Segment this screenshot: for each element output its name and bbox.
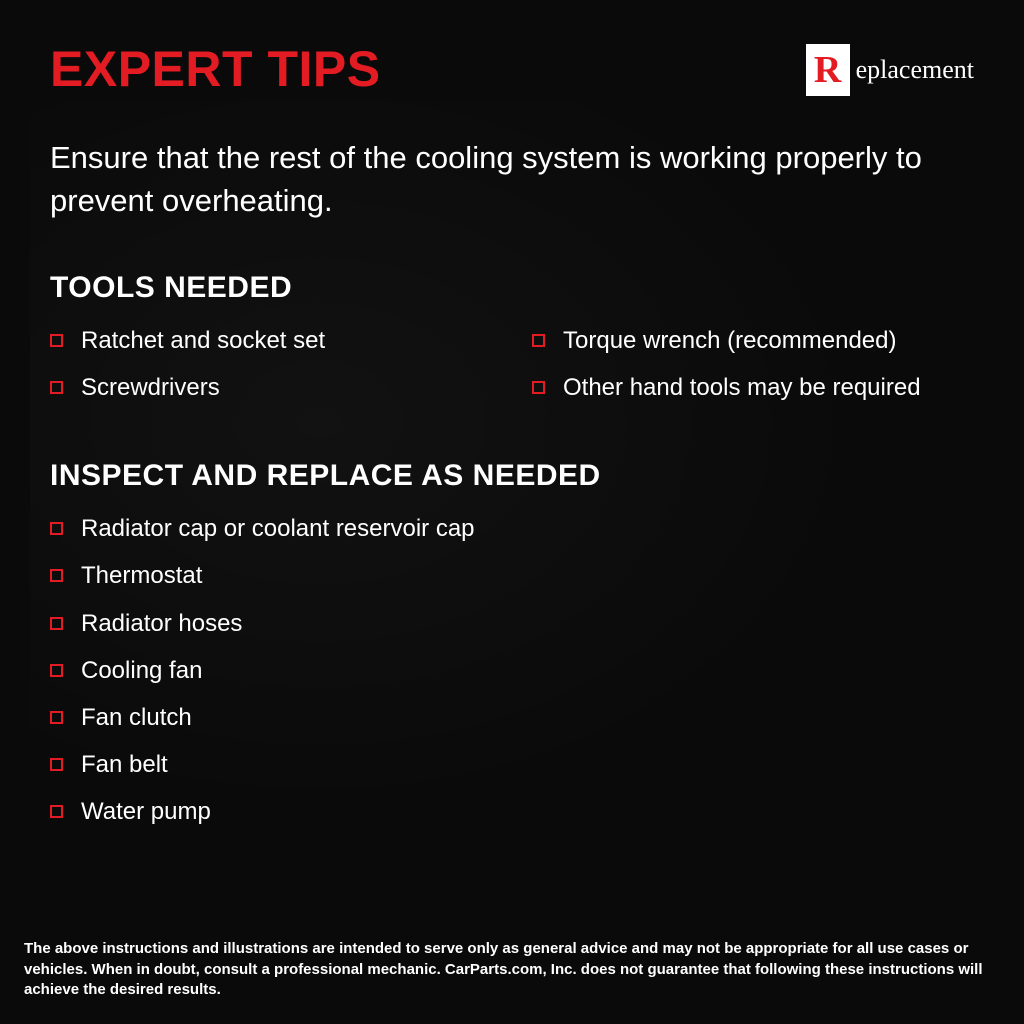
content-wrapper: EXPERT TIPS R eplacement Ensure that the… [0, 0, 1024, 1024]
page-title: EXPERT TIPS [50, 40, 381, 98]
inspect-heading: INSPECT AND REPLACE AS NEEDED [50, 459, 974, 493]
list-item: Water pump [50, 796, 974, 827]
list-item-label: Radiator cap or coolant reservoir cap [81, 513, 475, 544]
list-item: Torque wrench (recommended) [532, 325, 974, 356]
square-bullet-icon [50, 664, 63, 677]
list-item-label: Torque wrench (recommended) [563, 325, 896, 356]
disclaimer-text: The above instructions and illustrations… [24, 939, 1000, 1000]
square-bullet-icon [50, 711, 63, 724]
list-item: Fan belt [50, 749, 974, 780]
list-item: Screwdrivers [50, 372, 492, 403]
list-item-label: Fan belt [81, 749, 168, 780]
tools-col-2: Torque wrench (recommended) Other hand t… [532, 325, 974, 419]
tools-heading: TOOLS NEEDED [50, 271, 974, 305]
list-item: Fan clutch [50, 702, 974, 733]
list-item-label: Other hand tools may be required [563, 372, 921, 403]
list-item: Radiator cap or coolant reservoir cap [50, 513, 974, 544]
header-row: EXPERT TIPS R eplacement [50, 40, 974, 98]
inspect-list: Radiator cap or coolant reservoir cap Th… [50, 513, 974, 827]
square-bullet-icon [50, 569, 63, 582]
square-bullet-icon [50, 522, 63, 535]
list-item: Thermostat [50, 560, 974, 591]
tools-list: Ratchet and socket set Screwdrivers Torq… [50, 325, 974, 419]
logo-text: eplacement [856, 55, 974, 85]
tools-col-1: Ratchet and socket set Screwdrivers [50, 325, 492, 419]
square-bullet-icon [532, 381, 545, 394]
square-bullet-icon [50, 381, 63, 394]
square-bullet-icon [50, 758, 63, 771]
square-bullet-icon [532, 334, 545, 347]
list-item-label: Screwdrivers [81, 372, 220, 403]
brand-logo: R eplacement [806, 44, 974, 96]
intro-text: Ensure that the rest of the cooling syst… [50, 136, 974, 223]
list-item-label: Fan clutch [81, 702, 192, 733]
square-bullet-icon [50, 334, 63, 347]
list-item: Radiator hoses [50, 608, 974, 639]
list-item: Ratchet and socket set [50, 325, 492, 356]
logo-r-icon: R [806, 44, 850, 96]
list-item-label: Radiator hoses [81, 608, 242, 639]
square-bullet-icon [50, 617, 63, 630]
list-item-label: Water pump [81, 796, 211, 827]
list-item-label: Ratchet and socket set [81, 325, 325, 356]
list-item-label: Thermostat [81, 560, 202, 591]
list-item: Cooling fan [50, 655, 974, 686]
list-item: Other hand tools may be required [532, 372, 974, 403]
square-bullet-icon [50, 805, 63, 818]
list-item-label: Cooling fan [81, 655, 202, 686]
